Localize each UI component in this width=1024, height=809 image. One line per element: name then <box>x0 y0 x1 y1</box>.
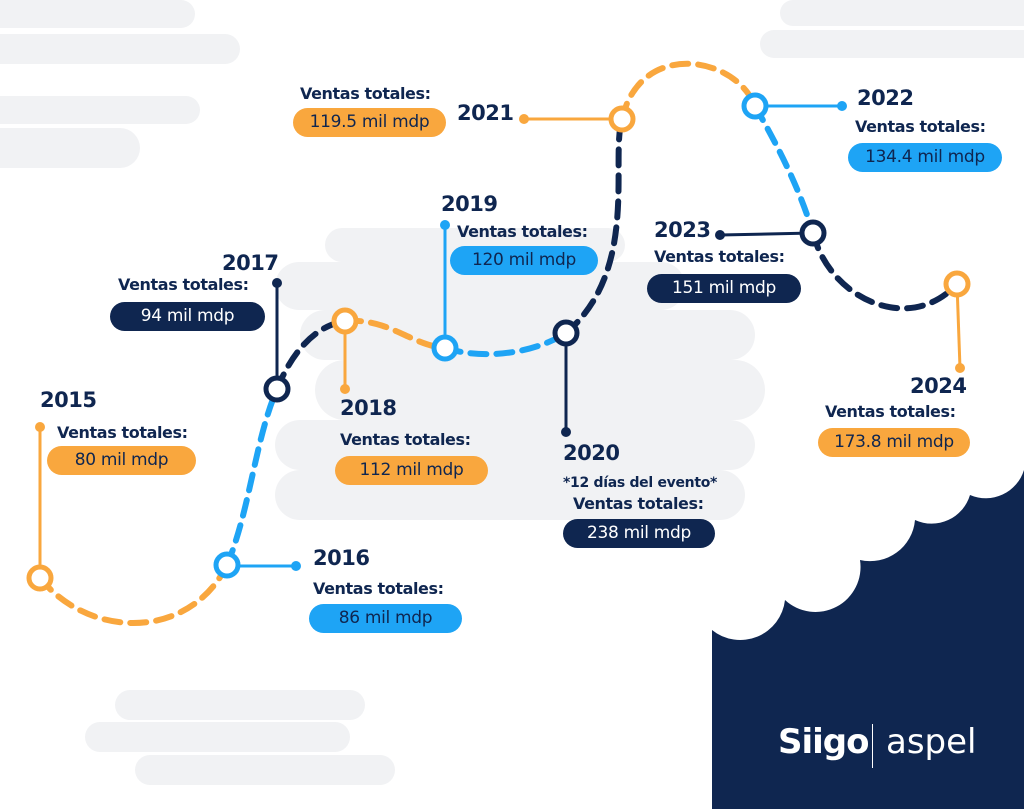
timeline-node-2023 <box>799 219 827 247</box>
sales-label: Ventas totales: <box>300 84 431 103</box>
connector-dot <box>291 561 301 571</box>
timeline-path-segment <box>752 103 816 236</box>
sales-label: Ventas totales: <box>457 222 588 241</box>
siigo-logo: Siigo <box>778 722 869 762</box>
connector-dot <box>340 384 350 394</box>
connector-dot <box>35 422 45 432</box>
timeline-node-2018 <box>331 307 359 335</box>
connector-dot <box>955 363 965 373</box>
connector-dot <box>440 220 450 230</box>
connector-dot <box>519 114 529 124</box>
year-label: 2022 <box>857 86 914 110</box>
connector-dot <box>715 230 725 240</box>
logo-divider <box>872 724 873 768</box>
connector-line <box>719 231 814 237</box>
sales-label: Ventas totales: <box>313 579 444 598</box>
timeline-path-segment <box>810 230 960 312</box>
timeline-node-2016 <box>213 551 241 579</box>
year-label: 2020 <box>563 441 620 465</box>
year-label: 2016 <box>313 546 370 570</box>
sales-value-pill: 173.8 mil mdp <box>818 428 970 457</box>
year-label: 2024 <box>910 374 967 398</box>
aspel-logo: aspel <box>886 722 977 762</box>
sales-value-pill: 119.5 mil mdp <box>293 108 446 137</box>
navy-cloud-region <box>712 470 1024 809</box>
connector-dot <box>272 278 282 288</box>
timeline-path-segment <box>224 386 280 568</box>
timeline-node-2015 <box>26 564 54 592</box>
sales-value-pill: 151 mil mdp <box>647 274 801 303</box>
year-label: 2021 <box>457 101 514 125</box>
sales-value-pill: 94 mil mdp <box>110 302 265 331</box>
event-note: *12 días del evento* <box>563 475 718 491</box>
year-label: 2023 <box>654 218 711 242</box>
timeline-node-2022 <box>741 92 769 120</box>
timeline-path-segment <box>619 60 758 122</box>
connector-dot <box>837 101 847 111</box>
timeline-node-2020 <box>552 319 580 347</box>
sales-label: Ventas totales: <box>340 430 471 449</box>
year-label: 2018 <box>340 396 397 420</box>
timeline-path-segment <box>563 116 625 336</box>
timeline-node-2021 <box>608 105 636 133</box>
sales-label: Ventas totales: <box>654 247 785 266</box>
year-label: 2019 <box>441 192 498 216</box>
year-label: 2017 <box>222 251 279 275</box>
sales-value-pill: 238 mil mdp <box>563 519 715 548</box>
sales-value-pill: 112 mil mdp <box>335 456 488 485</box>
year-label: 2015 <box>40 388 97 412</box>
timeline-node-2024 <box>943 270 971 298</box>
sales-label: Ventas totales: <box>118 275 249 294</box>
timeline-node-2019 <box>431 334 459 362</box>
connector-line <box>955 283 962 369</box>
connector-dot <box>561 427 571 437</box>
sales-value-pill: 134.4 mil mdp <box>848 143 1002 172</box>
sales-label: Ventas totales: <box>57 423 188 442</box>
sales-value-pill: 120 mil mdp <box>450 246 598 275</box>
sales-value-pill: 80 mil mdp <box>47 446 196 475</box>
sales-label: Ventas totales: <box>855 117 986 136</box>
timeline-path-segment <box>37 562 230 626</box>
sales-label: Ventas totales: <box>573 494 704 513</box>
timeline-node-2017 <box>263 375 291 403</box>
sales-label: Ventas totales: <box>825 402 956 421</box>
sales-value-pill: 86 mil mdp <box>309 604 462 633</box>
